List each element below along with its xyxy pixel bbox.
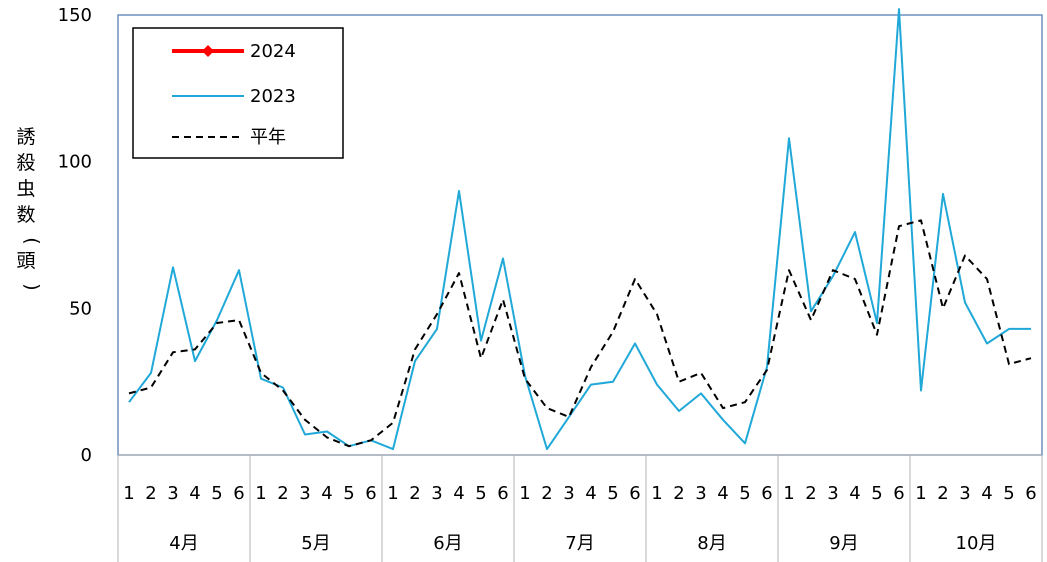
- x-tick-label: 2: [277, 483, 288, 504]
- y-axis-label-char: (: [21, 237, 43, 244]
- x-tick-label: 6: [1025, 483, 1036, 504]
- x-tick-label: 1: [519, 483, 530, 504]
- x-tick-label: 5: [343, 483, 354, 504]
- x-month-label: 10月: [956, 533, 997, 554]
- y-axis-label-char: 虫: [16, 178, 35, 200]
- x-tick-label: 1: [651, 483, 662, 504]
- x-tick-label: 2: [805, 483, 816, 504]
- x-tick-label: 4: [717, 483, 728, 504]
- x-tick-label: 2: [541, 483, 552, 504]
- x-tick-label: 1: [915, 483, 926, 504]
- x-tick-label: 1: [255, 483, 266, 504]
- x-tick-label: 3: [299, 483, 310, 504]
- x-tick-label: 4: [321, 483, 332, 504]
- legend-label-average: 平年: [250, 127, 286, 148]
- x-tick-label: 6: [629, 483, 640, 504]
- y-tick-label: 50: [69, 298, 92, 319]
- x-tick-label: 5: [1003, 483, 1014, 504]
- x-tick-label: 3: [563, 483, 574, 504]
- legend: 2024 2023 平年: [132, 27, 344, 159]
- y-axis-label-char: 頭: [16, 250, 35, 272]
- x-tick-label: 1: [783, 483, 794, 504]
- x-tick-label: 3: [431, 483, 442, 504]
- x-tick-label: 4: [849, 483, 860, 504]
- x-tick-label: 3: [695, 483, 706, 504]
- x-tick-label: 3: [959, 483, 970, 504]
- x-tick-label: 2: [673, 483, 684, 504]
- x-month-label: 4月: [169, 533, 198, 554]
- x-month-label: 8月: [697, 533, 726, 554]
- x-tick-label: 1: [123, 483, 134, 504]
- x-tick-label: 4: [189, 483, 200, 504]
- x-tick-label: 4: [981, 483, 992, 504]
- legend-box: [132, 27, 344, 159]
- y-tick-label: 150: [58, 5, 92, 26]
- x-tick-label: 6: [233, 483, 244, 504]
- x-tick-label: 5: [211, 483, 222, 504]
- x-tick-label: 2: [937, 483, 948, 504]
- legend-label-2023: 2023: [250, 86, 296, 107]
- x-tick-label: 5: [475, 483, 486, 504]
- x-tick-label: 6: [497, 483, 508, 504]
- x-tick-label: 4: [585, 483, 596, 504]
- legend-marker-2024: [202, 45, 214, 57]
- y-axis-label-char: 数: [16, 204, 35, 226]
- x-month-label: 9月: [829, 533, 858, 554]
- y-tick-label: 100: [58, 152, 92, 173]
- x-tick-label: 5: [871, 483, 882, 504]
- x-tick-label: 3: [827, 483, 838, 504]
- x-tick-label: 3: [167, 483, 178, 504]
- y-axis-label-char: 誘: [16, 126, 35, 148]
- series-line-2023: [128, 8, 1031, 451]
- y-axis-label-char: ): [21, 283, 43, 290]
- series-line-average: [128, 219, 1032, 448]
- x-tick-label: 6: [761, 483, 772, 504]
- x-tick-label: 6: [365, 483, 376, 504]
- x-tick-label: 4: [453, 483, 464, 504]
- x-tick-label: 5: [739, 483, 750, 504]
- x-tick-label: 2: [409, 483, 420, 504]
- x-tick-label: 2: [145, 483, 156, 504]
- x-month-label: 5月: [301, 533, 330, 554]
- x-tick-label: 1: [387, 483, 398, 504]
- x-month-label: 6月: [433, 533, 462, 554]
- x-tick-label: 6: [893, 483, 904, 504]
- x-tick-label: 5: [607, 483, 618, 504]
- x-month-label: 7月: [565, 533, 594, 554]
- y-tick-label: 0: [81, 445, 92, 466]
- legend-label-2024: 2024: [250, 41, 296, 62]
- y-axis-label-char: 殺: [16, 152, 35, 174]
